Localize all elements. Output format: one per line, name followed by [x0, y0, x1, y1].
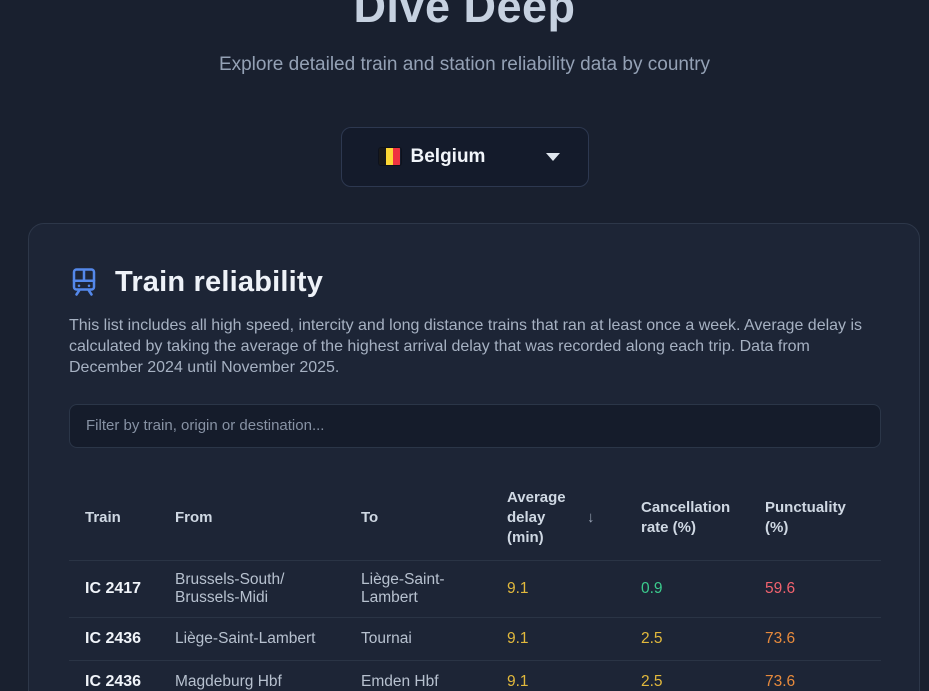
panel-description: This list includes all high speed, inter…	[69, 316, 863, 376]
sort-descending-icon: ↓	[587, 508, 595, 526]
table-row: IC 2417 Brussels-South/ Brussels-Midi Li…	[69, 560, 881, 618]
cell-average-delay: 9.1	[491, 617, 625, 661]
page-subtitle: Explore detailed train and station relia…	[218, 53, 711, 75]
column-header-average-delay[interactable]: Average delay (min) ↓	[491, 475, 625, 561]
page-title: Dive Deep	[353, 0, 576, 32]
table-row: IC 2436 Magdeburg Hbf Emden Hbf 9.1 2.5 …	[69, 660, 881, 691]
cell-punctuality: 73.6	[749, 617, 881, 661]
cell-to: Liège-Saint-Lambert	[345, 560, 491, 618]
cell-cancellation-rate: 2.5	[625, 660, 749, 691]
tram-front-icon	[69, 267, 99, 297]
table-row: IC 2436 Liège-Saint-Lambert Tournai 9.1 …	[69, 617, 881, 661]
cell-train: IC 2436	[69, 660, 159, 691]
table-header-row: Train From To Average delay (min) ↓ Canc…	[69, 475, 881, 561]
cell-punctuality: 73.6	[749, 660, 881, 691]
cell-to: Tournai	[345, 617, 491, 661]
belgium-flag-icon	[378, 148, 401, 165]
column-header-to[interactable]: To	[345, 475, 491, 561]
cell-average-delay: 9.1	[491, 660, 625, 691]
cell-average-delay: 9.1	[491, 560, 625, 618]
cell-from: Magdeburg Hbf	[159, 660, 345, 691]
column-header-cancellation-rate[interactable]: Cancellation rate (%)	[625, 475, 749, 561]
cell-from: Liège-Saint-Lambert	[159, 617, 345, 661]
train-reliability-panel: Train reliability This list includes all…	[28, 222, 920, 691]
chevron-down-icon	[545, 152, 560, 161]
panel-header: Train reliability	[69, 266, 879, 299]
cell-cancellation-rate: 0.9	[625, 560, 749, 618]
panel-title: Train reliability	[115, 265, 324, 298]
reliability-table: Train From To Average delay (min) ↓ Canc…	[69, 475, 881, 691]
filter-input[interactable]	[69, 403, 881, 448]
column-header-from[interactable]: From	[159, 475, 345, 561]
country-select-value: Belgium	[410, 145, 486, 167]
column-header-train[interactable]: Train	[69, 475, 159, 561]
column-header-punctuality[interactable]: Punctuality (%)	[749, 475, 881, 561]
cell-train: IC 2436	[69, 617, 159, 661]
hero-section: Dive Deep Explore detailed train and sta…	[0, 0, 929, 76]
cell-punctuality: 59.6	[749, 560, 881, 618]
cell-from: Brussels-South/ Brussels-Midi	[159, 560, 345, 618]
cell-train: IC 2417	[69, 560, 159, 618]
country-select-dropdown[interactable]: Belgium	[340, 126, 589, 187]
cell-to: Emden Hbf	[345, 660, 491, 691]
cell-cancellation-rate: 2.5	[625, 617, 749, 661]
